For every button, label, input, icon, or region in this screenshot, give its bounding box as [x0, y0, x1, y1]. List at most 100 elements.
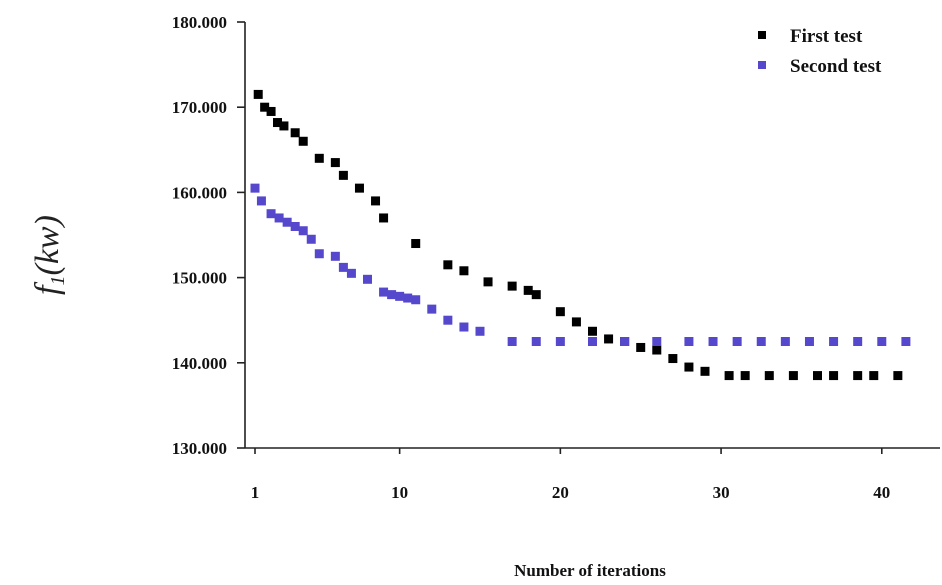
data-point: [298, 226, 308, 236]
data-point: [273, 118, 282, 128]
x-axis-label: Number of iterations: [514, 561, 666, 580]
data-point: [443, 315, 453, 325]
x-tick-label: 20: [552, 483, 569, 502]
data-point: [427, 304, 437, 314]
data-point: [588, 337, 597, 346]
data-point: [266, 106, 276, 116]
data-point: [523, 285, 533, 295]
y-tick-label: 180.000: [172, 13, 227, 32]
data-point: [652, 345, 662, 355]
data-point: [531, 337, 541, 346]
data-point: [636, 342, 646, 352]
data-point: [724, 371, 734, 381]
y-tick-label: 160.000: [172, 183, 227, 202]
data-point: [869, 371, 879, 381]
data-point: [684, 337, 694, 346]
data-point: [668, 354, 678, 364]
data-point: [555, 337, 565, 346]
data-point: [282, 217, 292, 227]
y-tick-label: 170.000: [172, 98, 227, 117]
data-marks: [250, 89, 911, 381]
data-point: [443, 260, 453, 270]
legend-label-first-test: First test: [790, 26, 863, 47]
y-ticks: 130.000 140.000 150.000 160.000 170.000 180.0…: [172, 13, 245, 458]
data-point: [571, 317, 581, 327]
data-point: [740, 371, 750, 381]
y-tick-label: 150.000: [172, 269, 227, 288]
y-axis-label: f1(kw): [29, 215, 69, 295]
x-ticks: 1 10 20 30 40: [251, 448, 890, 502]
data-point: [395, 291, 405, 301]
data-point: [764, 371, 774, 381]
legend: First test Second test: [758, 26, 882, 77]
data-point: [250, 183, 260, 193]
data-point: [387, 290, 397, 300]
data-point: [901, 337, 911, 346]
data-point: [363, 274, 372, 284]
legend-marker-first-test: [758, 31, 766, 39]
data-point: [298, 136, 308, 146]
data-point: [620, 337, 630, 346]
data-point: [314, 153, 324, 163]
x-tick-label: 30: [713, 483, 730, 502]
legend-label-second-test: Second test: [790, 56, 882, 77]
data-point: [829, 337, 839, 346]
data-point: [804, 337, 814, 346]
data-point: [700, 366, 710, 376]
x-tick-label: 40: [873, 483, 890, 502]
legend-marker-second-test: [758, 61, 766, 69]
data-point: [379, 213, 389, 223]
data-point: [555, 307, 565, 317]
data-point: [330, 158, 340, 168]
data-point: [475, 326, 485, 336]
data-point: [459, 322, 469, 332]
data-point: [604, 334, 614, 344]
data-point: [256, 196, 266, 206]
data-point: [507, 281, 517, 291]
data-point: [379, 287, 389, 297]
data-point: [371, 196, 381, 206]
data-point: [411, 295, 421, 305]
data-point: [290, 221, 300, 231]
data-point: [253, 89, 263, 99]
data-point: [684, 362, 694, 372]
y-tick-label: 140.000: [172, 354, 227, 373]
x-tick-label: 1: [251, 483, 260, 502]
data-point: [338, 262, 348, 272]
data-point: [813, 371, 822, 381]
series-second-test: [250, 183, 911, 346]
data-point: [829, 371, 839, 381]
data-point: [459, 266, 469, 276]
data-point: [877, 337, 887, 346]
data-point: [260, 102, 270, 112]
y-axis-label-unit: (kw): [29, 215, 66, 275]
data-point: [708, 337, 718, 346]
data-point: [853, 337, 863, 346]
data-point: [338, 170, 348, 180]
data-point: [780, 337, 790, 346]
data-point: [306, 234, 316, 244]
data-point: [290, 128, 300, 138]
data-point: [483, 277, 493, 287]
data-point: [330, 251, 340, 261]
data-point: [507, 337, 517, 346]
data-point: [893, 371, 903, 381]
data-point: [531, 290, 541, 300]
data-point: [346, 268, 356, 278]
x-tick-label: 10: [391, 483, 408, 502]
data-point: [266, 209, 276, 219]
y-axis-label-subscript: 1: [47, 275, 69, 285]
data-point: [788, 371, 798, 381]
data-point: [354, 183, 364, 193]
data-point: [274, 213, 284, 223]
data-point: [588, 326, 597, 336]
data-point: [411, 239, 421, 249]
data-point: [756, 337, 766, 346]
data-point: [732, 337, 742, 346]
data-point: [279, 121, 289, 131]
data-point: [314, 249, 324, 259]
data-point: [652, 337, 662, 346]
y-tick-label: 130.000: [172, 439, 227, 458]
data-point: [853, 371, 863, 381]
